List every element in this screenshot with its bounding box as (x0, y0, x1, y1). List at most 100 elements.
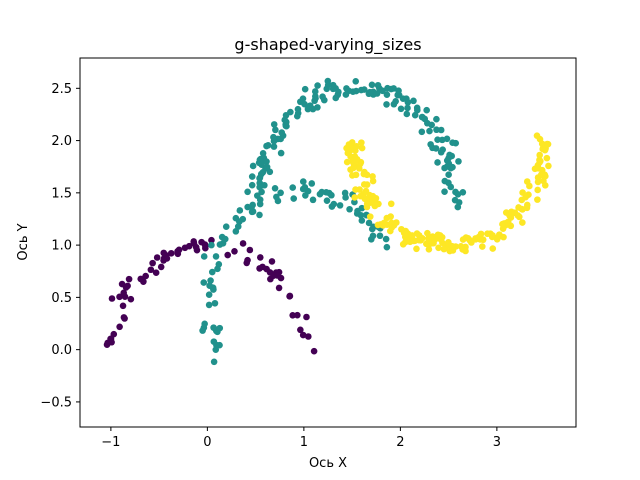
data-point (210, 358, 218, 366)
data-point (243, 259, 251, 267)
data-point (297, 326, 304, 334)
data-point (543, 154, 551, 162)
x-tick-label: −1 (101, 435, 120, 450)
data-point (299, 95, 307, 102)
x-tick-label: 0 (203, 435, 211, 450)
data-point (301, 183, 309, 191)
data-point (397, 105, 405, 113)
data-point (270, 121, 278, 128)
data-point (395, 87, 402, 94)
data-point (125, 275, 133, 283)
data-point (439, 239, 446, 247)
data-point (353, 143, 360, 150)
data-point (441, 177, 449, 185)
data-point (455, 158, 462, 165)
data-point (236, 207, 244, 214)
data-point (294, 105, 302, 113)
data-point (352, 156, 360, 164)
data-point (208, 236, 215, 244)
data-point (119, 302, 127, 310)
data-point (277, 189, 284, 197)
y-tick-label: 2.5 (51, 82, 72, 97)
data-point (445, 160, 453, 167)
data-point (256, 211, 263, 219)
data-point (308, 180, 316, 187)
data-point (273, 193, 280, 201)
data-point (185, 242, 193, 250)
data-point (519, 219, 526, 226)
data-point (305, 333, 312, 340)
data-point (342, 194, 349, 201)
data-point (328, 191, 335, 199)
data-point (534, 178, 542, 186)
y-tick-label: 2.0 (51, 134, 72, 149)
data-point (360, 181, 368, 188)
data-point (287, 108, 294, 116)
data-point (437, 126, 445, 134)
data-point (346, 205, 353, 213)
data-point (270, 133, 277, 141)
data-point (411, 111, 419, 119)
data-point (379, 87, 386, 95)
data-point (434, 231, 442, 239)
plot-frame (79, 57, 577, 428)
data-point (534, 186, 541, 194)
data-point (455, 199, 463, 206)
data-point (192, 243, 200, 251)
x-axis-ticks: −1 0 1 2 3 (101, 427, 501, 450)
data-point (387, 213, 394, 220)
data-point (357, 212, 365, 219)
data-point (342, 91, 350, 98)
data-point (256, 175, 263, 182)
data-point (437, 148, 445, 156)
data-point (441, 188, 448, 195)
data-point (404, 104, 411, 112)
data-point (343, 158, 351, 166)
data-point (200, 279, 208, 286)
data-point (382, 235, 390, 243)
data-points (103, 77, 552, 366)
data-point (435, 244, 442, 252)
data-point (289, 311, 296, 319)
data-point (545, 162, 552, 170)
x-tick-label: 2 (396, 435, 404, 450)
data-point (108, 295, 116, 302)
data-point (507, 214, 515, 221)
x-axis-label: Ось X (309, 456, 347, 471)
data-point (410, 97, 417, 105)
data-point (266, 168, 274, 176)
data-point (167, 249, 175, 257)
data-point (426, 127, 433, 135)
data-point (452, 188, 459, 196)
data-point (311, 88, 319, 95)
data-point (160, 257, 167, 264)
data-point (116, 293, 123, 301)
data-point (410, 237, 418, 245)
data-point (277, 149, 285, 157)
data-point (259, 150, 267, 157)
data-point (249, 162, 257, 170)
data-point (116, 323, 123, 331)
data-point (514, 212, 522, 219)
data-point (445, 171, 452, 179)
data-point (408, 232, 416, 239)
data-point (462, 247, 469, 255)
data-point (108, 338, 115, 346)
data-point (387, 85, 395, 93)
data-point (425, 246, 433, 253)
data-point (374, 81, 382, 89)
data-point (160, 249, 168, 257)
data-point (352, 78, 360, 85)
data-point (357, 192, 364, 200)
data-point (127, 295, 135, 303)
data-point (211, 299, 219, 307)
x-tick-label: 3 (493, 435, 501, 450)
data-point (263, 163, 271, 171)
data-point (210, 324, 217, 331)
data-point (536, 151, 543, 159)
data-point (365, 90, 373, 98)
data-point (270, 143, 278, 150)
data-point (392, 98, 399, 105)
data-point (248, 203, 255, 211)
data-point (366, 199, 374, 207)
